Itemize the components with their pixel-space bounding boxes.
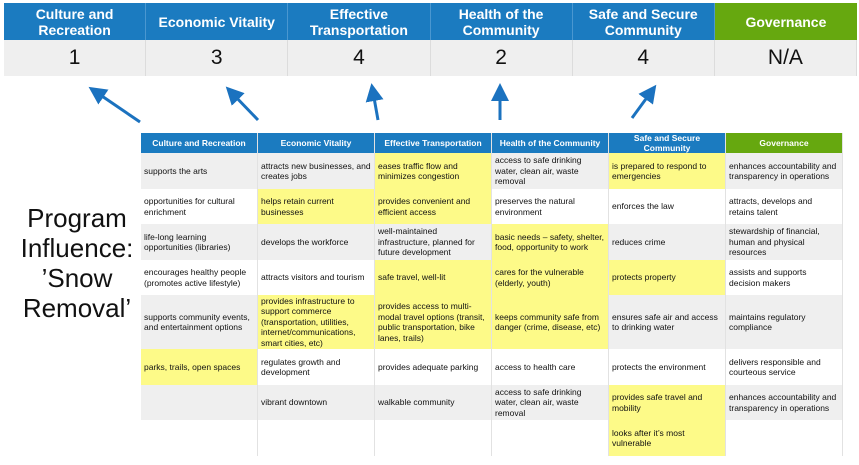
table-cell: provides convenient and efficient access <box>374 189 492 224</box>
summary-header: Culture and Recreation <box>4 3 147 40</box>
table-row: looks after it’s most vulnerable <box>141 420 843 456</box>
table-cell: access to health care <box>491 349 609 385</box>
table-row: opportunities for cultural enrichment hel… <box>141 189 843 224</box>
table-cell: provides adequate parking <box>374 349 492 385</box>
column-header: Effective Transportation <box>374 133 492 153</box>
table-row: vibrant downtown walkable community access… <box>141 385 843 420</box>
table-cell: life-long learning opportunities (librar… <box>141 224 258 260</box>
arrow-icon <box>225 86 260 122</box>
summary-header: Effective Transportation <box>288 3 431 40</box>
influence-table: Culture and Recreation Economic Vitality E… <box>141 133 843 456</box>
table-cell: enhances accountability and transparency… <box>725 153 843 189</box>
table-cell: supports the arts <box>141 153 258 189</box>
table-cell: opportunities for cultural enrichment <box>141 189 258 224</box>
table-cell <box>257 420 375 456</box>
table-cell: keeps community safe from danger (crime,… <box>491 295 609 349</box>
table-cell: protects the environment <box>608 349 726 385</box>
summary-score: 3 <box>146 40 289 76</box>
table-cell: vibrant downtown <box>257 385 375 420</box>
table-cell: regulates growth and development <box>257 349 375 385</box>
column-header: Health of the Community <box>491 133 609 153</box>
table-row: supports the arts attracts new businesses… <box>141 153 843 189</box>
table-cell: assists and supports decision makers <box>725 260 843 295</box>
table-cell: is prepared to respond to emergencies <box>608 153 726 189</box>
summary-score: 1 <box>4 40 147 76</box>
table-cell: ensures safe air and access to drinking … <box>608 295 726 349</box>
summary-header: Health of the Community <box>430 3 573 40</box>
table-row: encourages healthy people (promotes acti… <box>141 260 843 295</box>
summary-score: 2 <box>430 40 573 76</box>
table-cell <box>374 420 492 456</box>
arrow-icon <box>88 86 141 124</box>
table-cell: looks after it’s most vulnerable <box>608 420 726 456</box>
summary-header: Safe and Secure Community <box>572 3 715 40</box>
table-cell: parks, trails, open spaces <box>141 349 258 385</box>
table-cell: provides infrastructure to support comme… <box>257 295 375 349</box>
column-header: Governance <box>725 133 843 153</box>
table-cell: walkable community <box>374 385 492 420</box>
summary-header: Economic Vitality <box>146 3 289 40</box>
table-cell <box>141 385 258 420</box>
table-cell: delivers responsible and courteous servi… <box>725 349 843 385</box>
table-cell: attracts visitors and tourism <box>257 260 375 295</box>
table-header-row: Culture and Recreation Economic Vitality E… <box>141 133 843 153</box>
label-line: Program <box>27 203 127 233</box>
table-row: supports community events, and entertain… <box>141 295 843 349</box>
column-header: Economic Vitality <box>257 133 375 153</box>
table-cell: safe travel, well-lit <box>374 260 492 295</box>
table-cell: maintains regulatory compliance <box>725 295 843 349</box>
table-row: parks, trails, open spaces regulates grow… <box>141 349 843 385</box>
arrow-icon <box>630 84 657 119</box>
table-cell: access to safe drinking water, clean air… <box>491 385 609 420</box>
table-cell <box>141 420 258 456</box>
label-line: ’Snow <box>41 263 113 293</box>
table-cell <box>725 420 843 456</box>
table-cell: attracts, develops and retains talent <box>725 189 843 224</box>
label-line: Influence: <box>20 233 134 263</box>
table-cell: basic needs – safety, shelter, food, opp… <box>491 224 609 260</box>
summary-score: N/A <box>714 40 857 76</box>
table-cell: encourages healthy people (promotes acti… <box>141 260 258 295</box>
table-row: life-long learning opportunities (librar… <box>141 224 843 260</box>
table-cell: preserves the natural environment <box>491 189 609 224</box>
table-cell: well-maintained infrastructure, planned … <box>374 224 492 260</box>
table-cell: reduces crime <box>608 224 726 260</box>
table-cell: provides access to multi-modal travel op… <box>374 295 492 349</box>
table-cell: cares for the vulnerable (elderly, youth… <box>491 260 609 295</box>
table-cell: enhances accountability and transparency… <box>725 385 843 420</box>
arrow-icon <box>365 83 384 121</box>
summary-header: Governance <box>714 3 857 40</box>
program-influence-label: Program Influence: ’Snow Removal’ <box>2 203 152 323</box>
table-cell: stewardship of financial, human and phys… <box>725 224 843 260</box>
table-cell: develops the workforce <box>257 224 375 260</box>
table-cell: protects property <box>608 260 726 295</box>
column-header: Culture and Recreation <box>141 133 258 153</box>
label-line: Removal’ <box>22 293 132 323</box>
table-cell: supports community events, and entertain… <box>141 295 258 349</box>
table-cell: eases traffic flow and minimizes congest… <box>374 153 492 189</box>
table-cell: provides safe travel and mobility <box>608 385 726 420</box>
table-cell: enforces the law <box>608 189 726 224</box>
table-cell <box>491 420 609 456</box>
table-cell: attracts new businesses, and creates job… <box>257 153 375 189</box>
summary-score: 4 <box>572 40 715 76</box>
summary-scores: Culture and Recreation Economic Vitality E… <box>4 3 857 76</box>
table-cell: access to safe drinking water, clean air… <box>491 153 609 189</box>
column-header: Safe and Secure Community <box>608 133 726 153</box>
summary-score: 4 <box>288 40 431 76</box>
table-cell: helps retain current businesses <box>257 189 375 224</box>
